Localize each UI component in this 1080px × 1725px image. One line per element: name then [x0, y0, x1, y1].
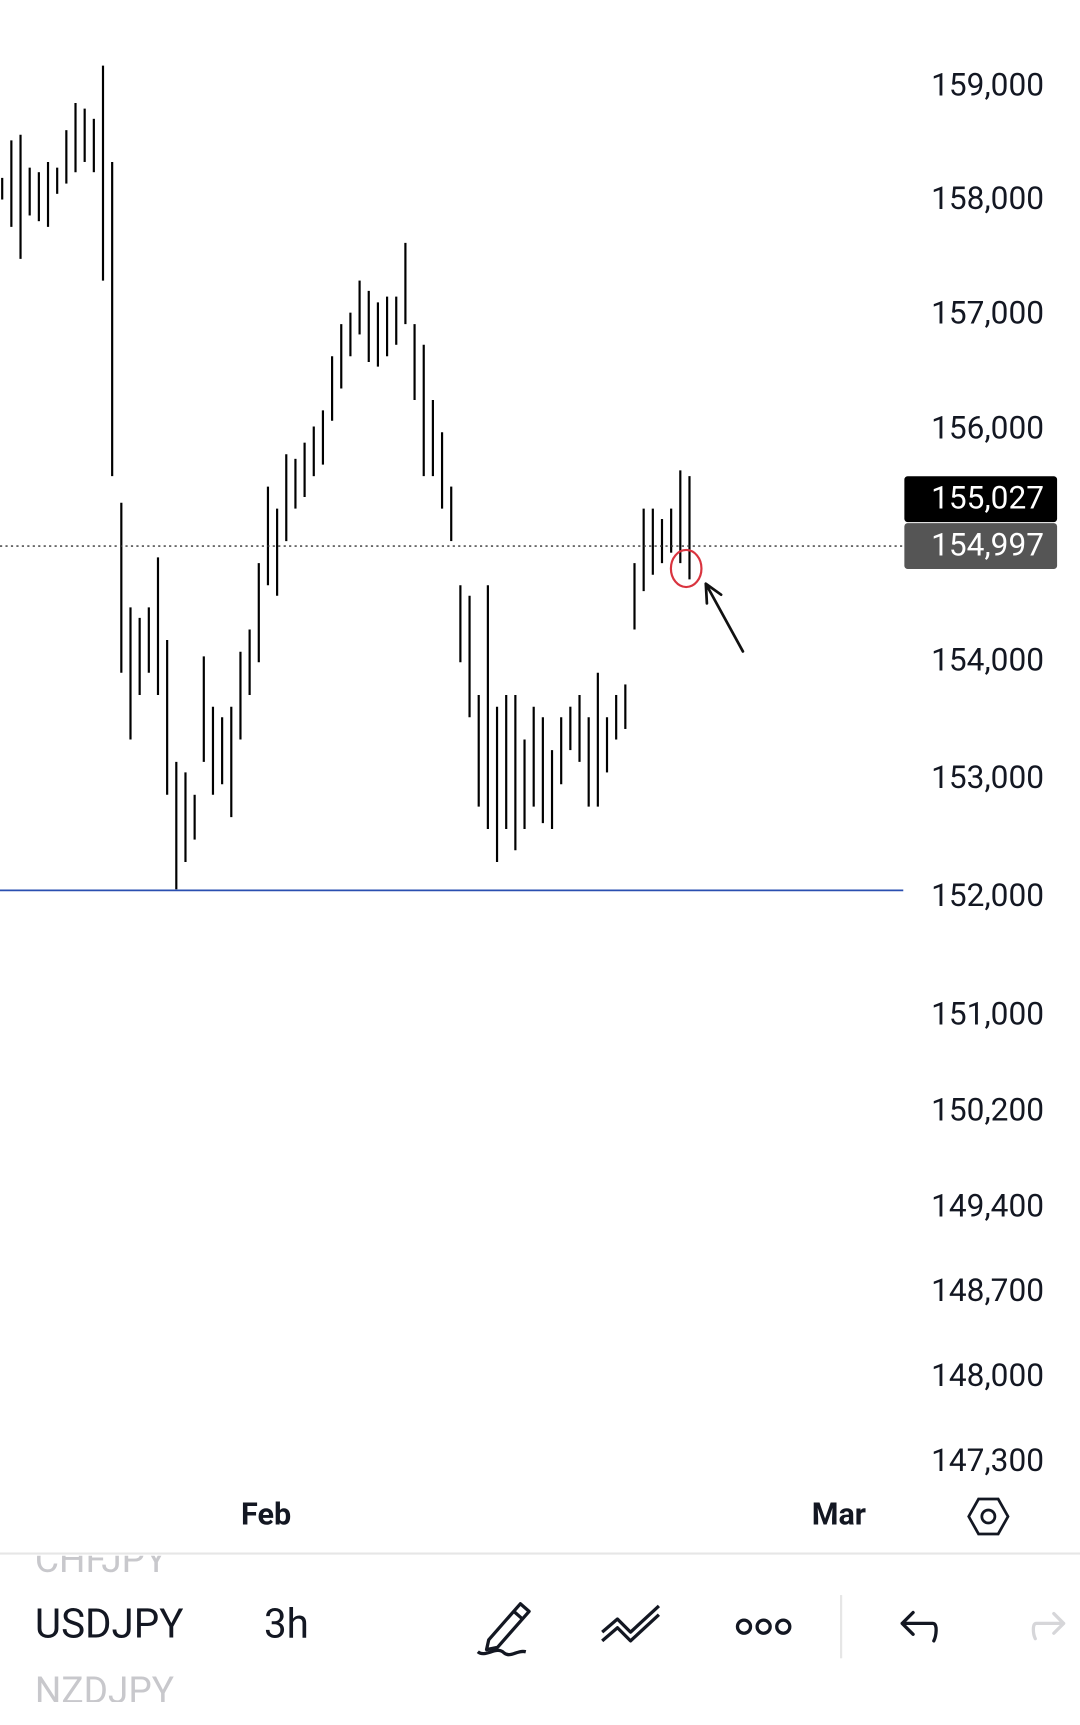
plot-area [0, 65, 904, 892]
interval[interactable]: 3h [264, 1600, 309, 1647]
price-label-box [904, 523, 1058, 569]
y-tick-label: 159,000 [931, 66, 1044, 103]
symbol-above[interactable]: CHFJPY [35, 1539, 167, 1582]
symbol[interactable]: USDJPY [35, 1600, 184, 1647]
y-tick-label: 150,200 [931, 1091, 1044, 1128]
undo-button[interactable] [900, 1610, 938, 1643]
annotation-arrow [704, 582, 745, 653]
drawings-button[interactable] [601, 1604, 661, 1643]
draw-button[interactable] [476, 1602, 531, 1657]
x-tick-label: Mar [812, 1498, 866, 1533]
redo-button[interactable] [1031, 1611, 1066, 1641]
y-tick-label: 147,300 [931, 1442, 1044, 1479]
y-tick-label: 154,000 [931, 642, 1044, 679]
settings-button[interactable] [967, 1497, 1010, 1536]
symbol-below[interactable]: NZDJPY [35, 1670, 174, 1713]
annotation-circle [669, 548, 703, 589]
price-label: 155,027 [931, 480, 1044, 517]
more-button[interactable] [735, 1618, 792, 1635]
price-label: 154,997 [931, 527, 1044, 564]
y-tick-label: 156,000 [931, 409, 1044, 446]
x-tick-label: Feb [241, 1498, 291, 1533]
y-tick-label: 152,000 [931, 877, 1044, 914]
y-tick-label: 151,000 [931, 996, 1044, 1033]
y-tick-label: 149,400 [931, 1187, 1044, 1224]
y-tick-label: 157,000 [931, 294, 1044, 331]
y-tick-label: 158,000 [931, 180, 1044, 217]
price-label-box [904, 476, 1058, 523]
y-tick-label: 153,000 [931, 759, 1044, 796]
y-tick-label: 148,000 [931, 1357, 1044, 1394]
y-tick-label: 148,700 [931, 1272, 1044, 1309]
